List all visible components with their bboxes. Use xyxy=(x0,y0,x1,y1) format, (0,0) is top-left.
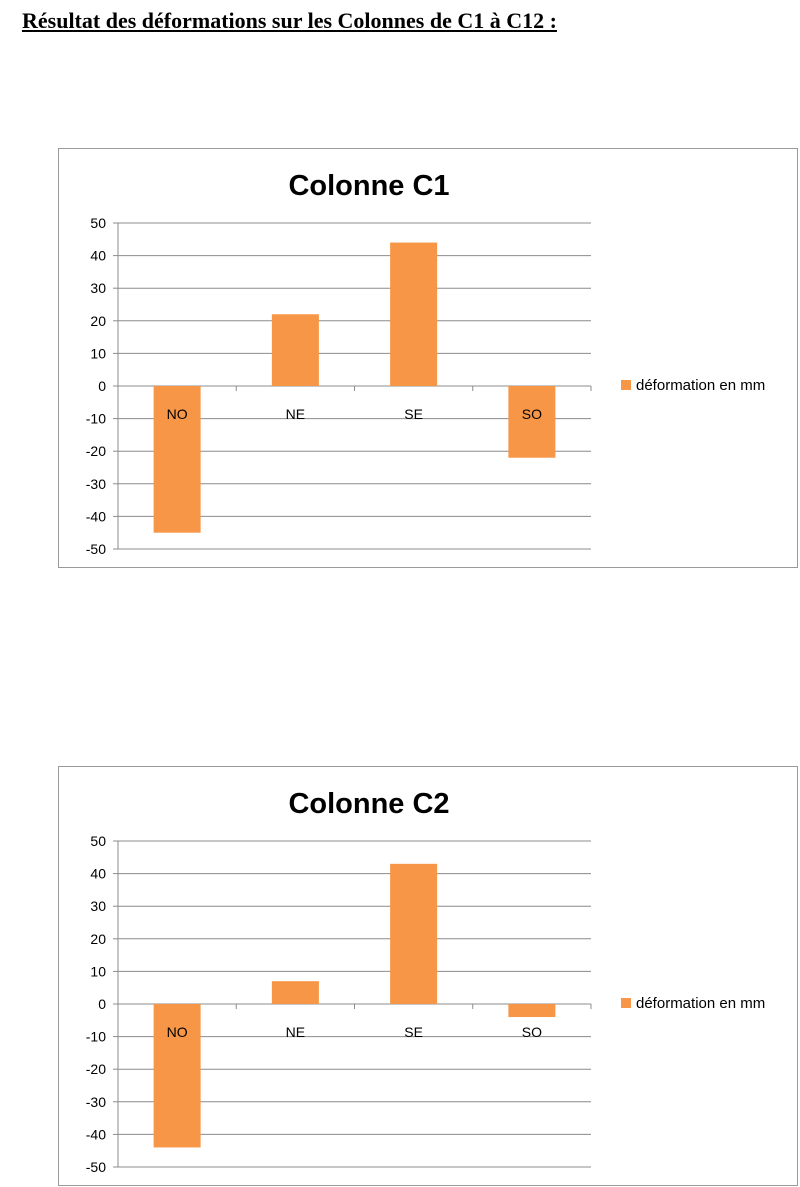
category-label: SO xyxy=(522,406,542,422)
category-label: SO xyxy=(522,1024,542,1040)
y-tick-label: -30 xyxy=(86,476,106,492)
y-tick-label: 30 xyxy=(90,280,106,296)
y-tick-label: 0 xyxy=(98,996,106,1012)
legend-swatch xyxy=(621,380,631,390)
chart-title: Colonne C1 xyxy=(288,170,449,202)
bar-se xyxy=(390,863,438,1004)
chart-title: Colonne C2 xyxy=(288,788,449,820)
y-tick-label: 40 xyxy=(90,866,106,882)
y-tick-label: 20 xyxy=(90,313,106,329)
chart-colonne-c2: Colonne C2 50 40 30 20 10 0 -10 -20 -30 -40 -50 NO NE… xyxy=(58,766,798,1186)
y-tick-label: -40 xyxy=(86,508,106,524)
y-tick-label: -20 xyxy=(86,443,106,459)
y-tick-label: 20 xyxy=(90,931,106,947)
category-label: NO xyxy=(167,1024,188,1040)
y-tick-label: -50 xyxy=(86,1159,106,1175)
y-tick-label: -10 xyxy=(86,1029,106,1045)
y-tick-label: -40 xyxy=(86,1126,106,1142)
bar-no xyxy=(153,386,201,533)
legend-swatch xyxy=(621,998,631,1008)
y-tick-label: 50 xyxy=(90,833,106,849)
bar-se xyxy=(390,242,438,386)
page-heading: Résultat des déformations sur les Colonn… xyxy=(22,8,557,33)
y-tick-label: -20 xyxy=(86,1061,106,1077)
legend-label: déformation en mm xyxy=(636,995,765,1012)
bar-so xyxy=(508,1004,556,1018)
bar-so xyxy=(508,386,556,458)
category-label: SE xyxy=(404,1024,423,1040)
bar-ne xyxy=(271,981,319,1004)
category-label: NO xyxy=(167,406,188,422)
y-tick-label: -10 xyxy=(86,411,106,427)
y-tick-label: 40 xyxy=(90,248,106,264)
category-label: SE xyxy=(404,406,423,422)
y-tick-label: 10 xyxy=(90,345,106,361)
y-tick-label: -30 xyxy=(86,1094,106,1110)
y-tick-label: 10 xyxy=(90,963,106,979)
chart-colonne-c1: Colonne C1 50 40 30 20 10 0 -10 -20 -30 -40 -50 NO NE… xyxy=(58,148,798,568)
category-label: NE xyxy=(286,406,305,422)
y-tick-label: 30 xyxy=(90,898,106,914)
category-label: NE xyxy=(286,1024,305,1040)
chart-svg: Colonne C2 50 40 30 20 10 0 -10 -20 -30 -40 -50 NO NE… xyxy=(86,788,765,1175)
legend-label: déformation en mm xyxy=(636,377,765,394)
y-tick-label: 0 xyxy=(98,378,106,394)
bar-no xyxy=(153,1004,201,1148)
y-tick-label: -50 xyxy=(86,541,106,557)
bar-ne xyxy=(271,314,319,386)
chart-svg: Colonne C1 50 40 30 20 10 0 -10 -20 -30 -40 -50 NO NE… xyxy=(86,170,765,557)
y-tick-label: 50 xyxy=(90,215,106,231)
